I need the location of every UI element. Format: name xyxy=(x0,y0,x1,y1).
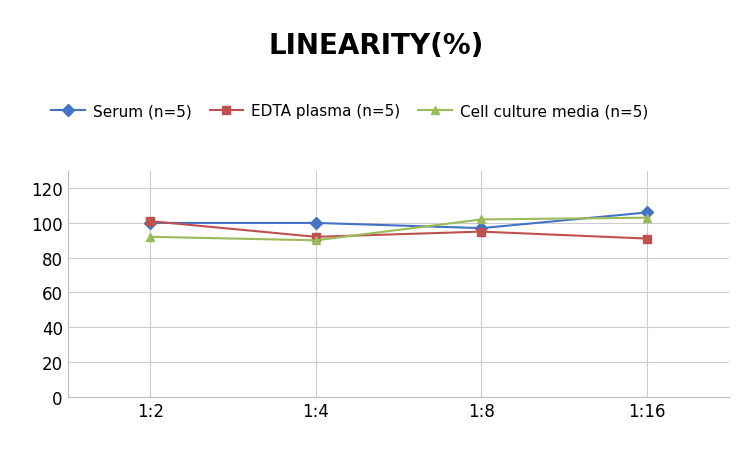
Serum (n=5) xyxy=(642,210,651,216)
Cell culture media (n=5) xyxy=(311,238,320,244)
EDTA plasma (n=5) xyxy=(311,235,320,240)
Text: LINEARITY(%): LINEARITY(%) xyxy=(268,32,484,60)
Line: Cell culture media (n=5): Cell culture media (n=5) xyxy=(146,214,651,245)
Cell culture media (n=5) xyxy=(477,217,486,223)
EDTA plasma (n=5) xyxy=(477,230,486,235)
Cell culture media (n=5) xyxy=(642,216,651,221)
Line: Serum (n=5): Serum (n=5) xyxy=(146,209,651,233)
Serum (n=5) xyxy=(311,221,320,226)
EDTA plasma (n=5) xyxy=(642,236,651,242)
Serum (n=5) xyxy=(146,221,155,226)
Serum (n=5) xyxy=(477,226,486,231)
EDTA plasma (n=5) xyxy=(146,219,155,225)
Legend: Serum (n=5), EDTA plasma (n=5), Cell culture media (n=5): Serum (n=5), EDTA plasma (n=5), Cell cul… xyxy=(45,98,654,125)
Line: EDTA plasma (n=5): EDTA plasma (n=5) xyxy=(146,217,651,243)
Cell culture media (n=5) xyxy=(146,235,155,240)
